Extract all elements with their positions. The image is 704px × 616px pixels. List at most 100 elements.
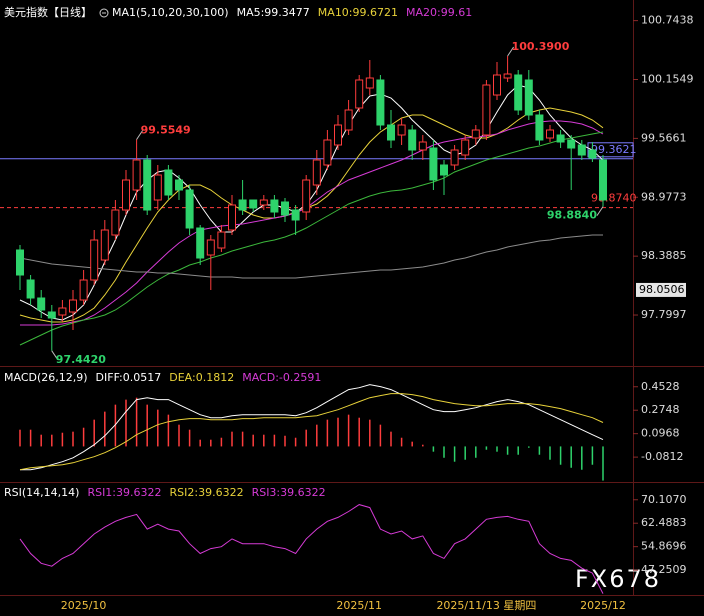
candle-body	[143, 159, 152, 211]
macd-bar	[559, 446, 562, 465]
y-tick-label: 100.1549	[641, 73, 694, 86]
candle-body	[567, 139, 576, 149]
macd-bar	[167, 414, 170, 447]
legend-entry: RSI2:39.6322	[170, 486, 244, 499]
macd-bar	[422, 444, 424, 447]
candle-body	[281, 201, 289, 216]
candle-body	[344, 109, 353, 131]
macd-bar	[294, 437, 297, 447]
candle-body	[291, 209, 300, 221]
y-tick-label: 98.3885	[641, 249, 687, 262]
macd-bar	[273, 434, 276, 447]
legend-entry: MA5:99.3477	[237, 6, 310, 19]
legend-entry: RSI1:39.6322	[87, 486, 161, 499]
y-tick-label: 100.7438	[641, 14, 694, 27]
candle-body	[450, 149, 459, 166]
macd-bar	[104, 411, 106, 447]
candle-body	[47, 311, 56, 319]
macd-bar	[326, 419, 329, 447]
candle-body	[26, 279, 35, 299]
macd-bar	[82, 427, 85, 447]
legend-entry: MACD:-0.2591	[242, 371, 321, 384]
candle-body	[535, 114, 544, 141]
candle-body	[69, 299, 77, 313]
annotation: 98.8840	[547, 209, 597, 222]
candle-body	[355, 79, 364, 109]
legend-entry: 美元指数【日线】	[4, 5, 92, 19]
macd-bar	[432, 446, 435, 452]
macd-bar	[178, 424, 180, 447]
macd-bar	[199, 439, 201, 447]
macd-bar	[411, 441, 413, 447]
macd-bar	[188, 429, 191, 447]
candle-body	[546, 129, 554, 139]
candle-body	[90, 239, 99, 281]
macd-bar	[316, 424, 318, 447]
macd-bar	[72, 431, 74, 447]
candle-body	[132, 159, 141, 191]
candle-body	[471, 129, 480, 139]
candle-body	[365, 77, 374, 89]
candle-body	[429, 147, 438, 181]
legend-entry: RSI(14,14,14)	[4, 486, 79, 499]
macd-bar	[485, 446, 488, 450]
candle-body	[387, 124, 395, 141]
legend-entry: MA20:99.61	[406, 6, 472, 19]
candle-body	[16, 249, 24, 276]
macd-bar	[40, 434, 42, 447]
candle-body	[514, 74, 523, 111]
price-label: 98.8740	[591, 192, 637, 205]
legend-entry: DEA:0.1812	[169, 371, 234, 384]
macd-bar	[347, 414, 350, 447]
y-tick-label: 70.1070	[641, 493, 687, 506]
candle-body	[461, 139, 470, 156]
macd-bar	[210, 439, 212, 447]
series-line	[19, 131, 604, 346]
y-tick-label: 97.7997	[641, 308, 687, 321]
candle-body	[599, 159, 607, 201]
macd-bar	[146, 404, 148, 447]
candle-body	[482, 84, 491, 136]
candle-body	[376, 79, 385, 126]
candle-body	[206, 239, 215, 256]
candle-body	[217, 231, 226, 249]
y-tick-label: 0.4528	[641, 380, 680, 393]
x-tick-label: 2025/12	[580, 599, 626, 612]
macd-bar	[263, 434, 265, 447]
annotation-marker	[507, 46, 515, 57]
legend-entry: MACD(26,12,9)	[4, 371, 88, 384]
candle-body	[524, 79, 533, 116]
candle-body	[100, 229, 109, 261]
legend-entry: MA1(5,10,20,30,100)	[112, 6, 229, 19]
candle-body	[37, 297, 46, 311]
macd-bar	[61, 432, 64, 447]
macd-bar	[358, 417, 360, 447]
macd-bar	[475, 446, 477, 458]
macd-bar	[591, 446, 594, 465]
macd-bar	[496, 446, 498, 452]
macd-bar	[231, 431, 233, 447]
candle-body	[228, 204, 236, 231]
macd-bar	[220, 437, 223, 447]
annotation: 99.5549	[141, 124, 191, 137]
macd-bar	[453, 446, 456, 462]
candle-body	[270, 199, 279, 213]
macd-bar	[464, 446, 466, 460]
candle-body	[175, 179, 183, 191]
legend-icon	[99, 8, 109, 18]
series-line	[19, 504, 604, 594]
macd-bar	[581, 446, 583, 470]
candle-body	[185, 189, 194, 229]
macd-bar	[19, 429, 21, 447]
candle-body	[259, 199, 268, 206]
candle-body	[164, 169, 173, 196]
candle-body	[503, 73, 512, 79]
candle-body	[493, 74, 501, 96]
candle-body	[79, 279, 88, 301]
candle-body	[249, 199, 258, 209]
macd-bar	[93, 419, 95, 447]
annotation: 100.3900	[512, 40, 570, 53]
candle-body	[153, 174, 162, 201]
